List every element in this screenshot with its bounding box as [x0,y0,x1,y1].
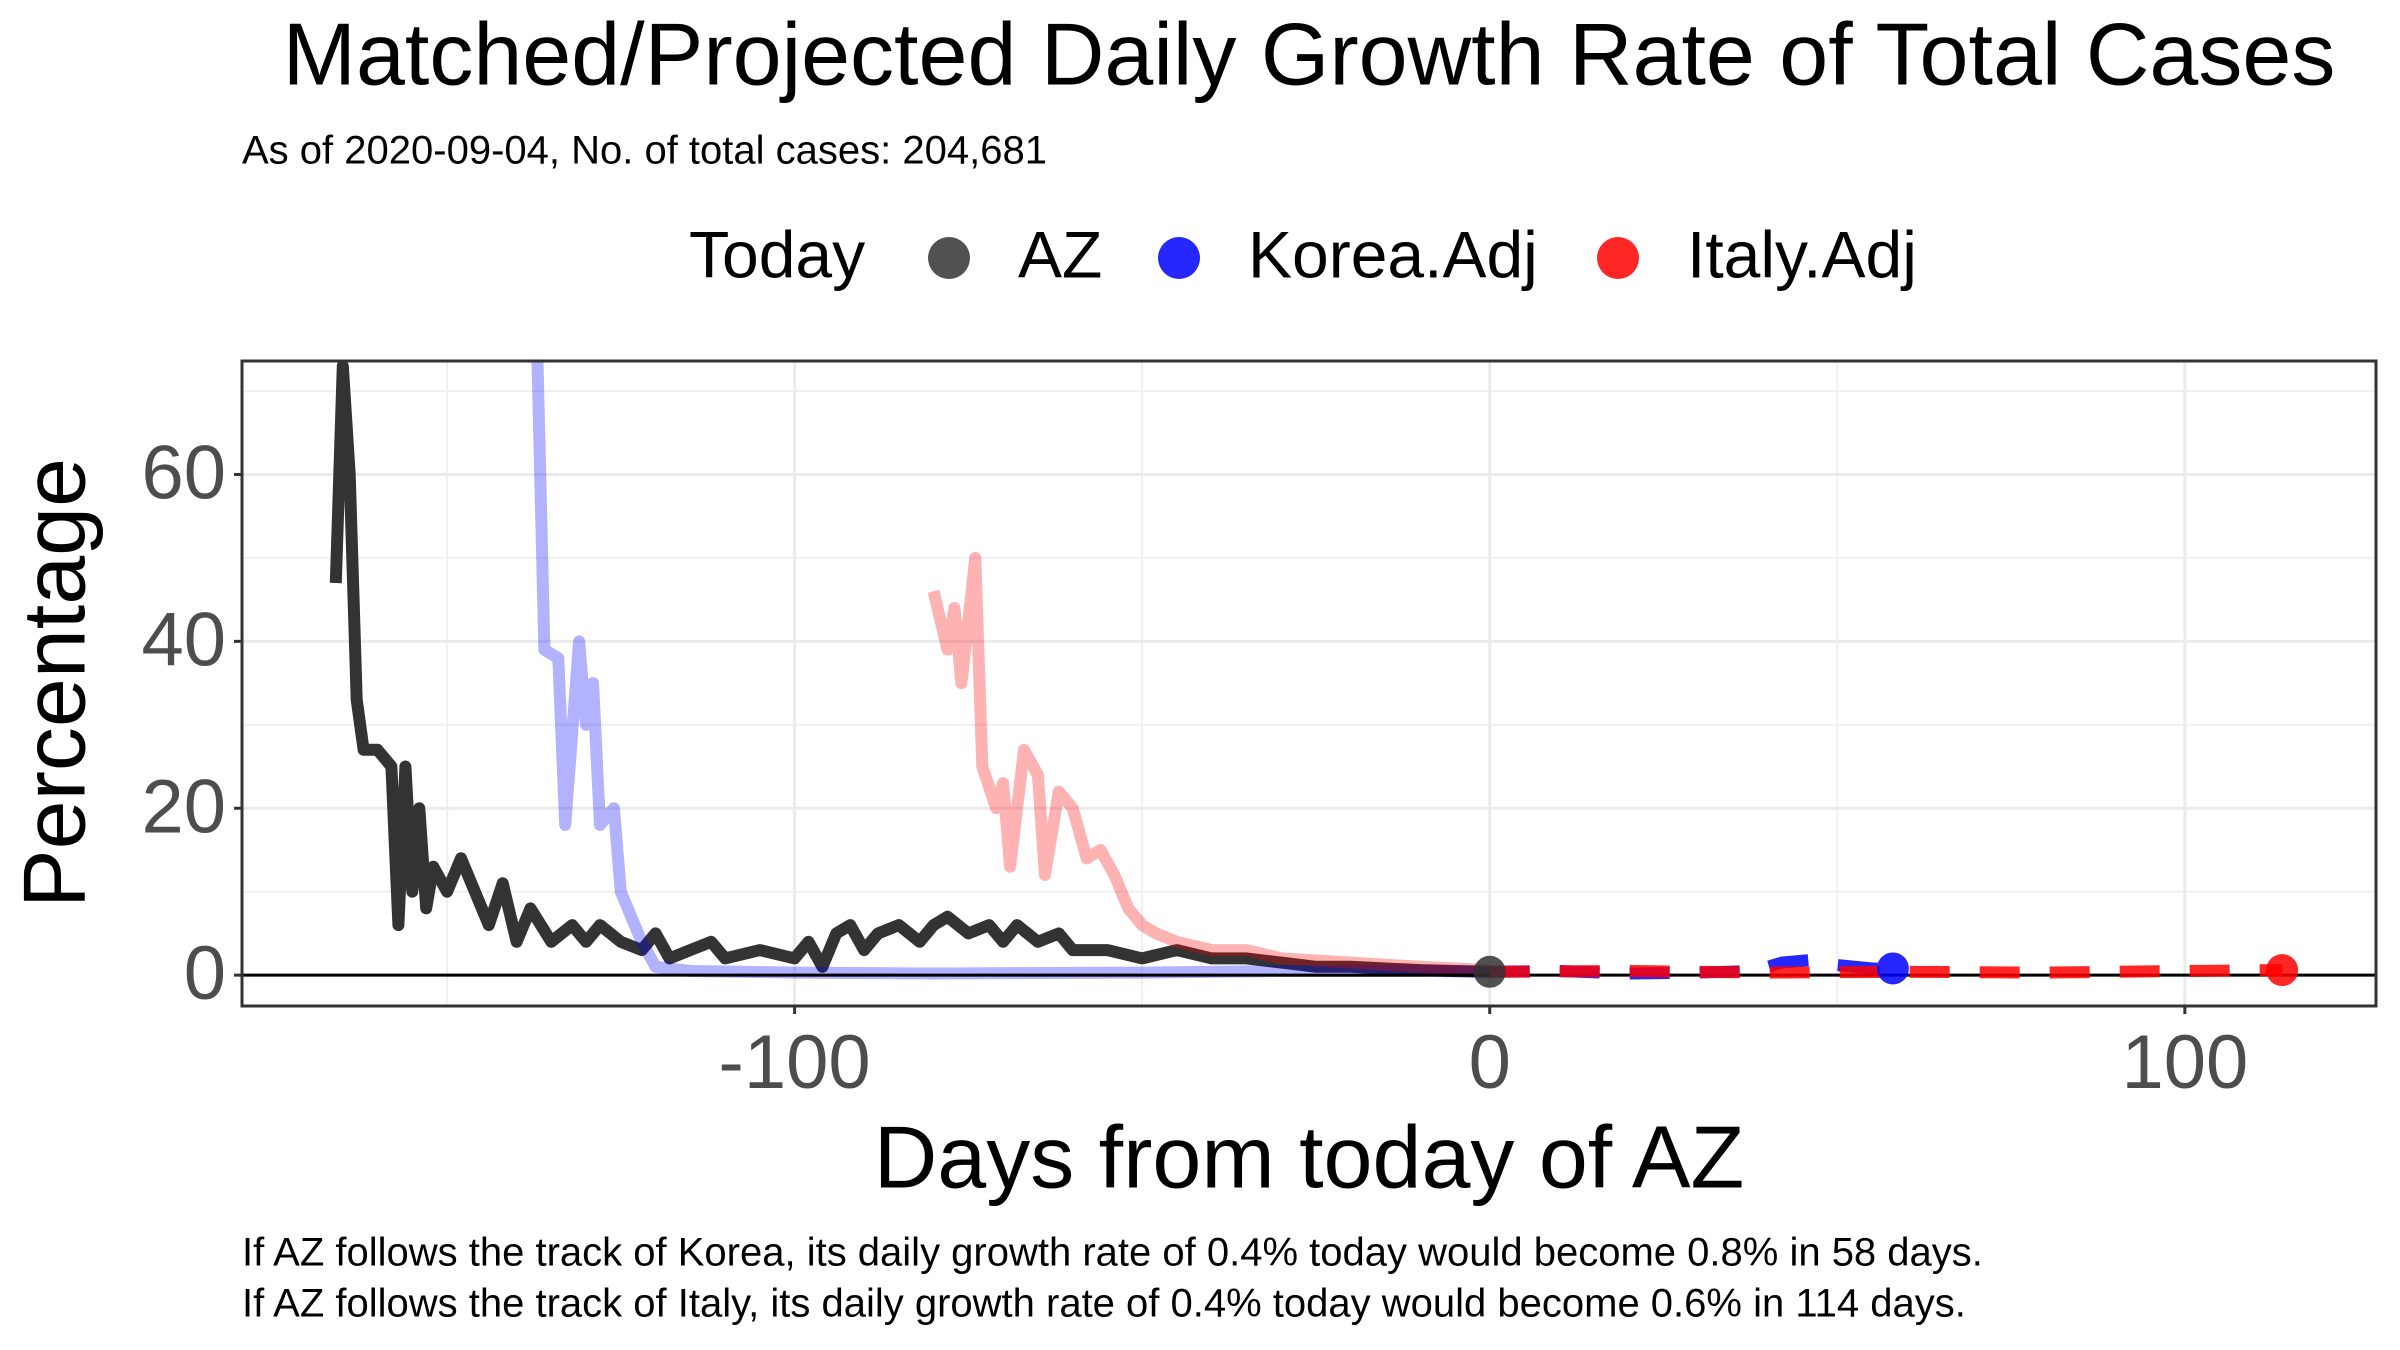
x-tick-label: 100 [2121,1020,2248,1105]
legend-label: Italy.Adj [1687,217,1917,291]
today-marker [2266,954,2299,987]
subtitle: As of 2020-09-04, No. of total cases: 20… [242,129,1047,173]
legend-label: AZ [1018,217,1102,291]
y-axis-title: Percentage [4,458,103,908]
legend-marker [1597,237,1639,279]
plot-border [240,359,2378,1008]
caption: If AZ follows the track of Korea, its da… [242,1231,1983,1275]
legend-title: Today [689,217,865,291]
y-tick-label: 20 [141,764,226,849]
x-axis-title: Days from today of AZ [874,1107,1745,1206]
legend-marker [1158,237,1200,279]
today-marker [1473,955,1506,988]
x-tick-label: 0 [1469,1020,1511,1105]
today-marker [1876,952,1909,985]
x-tick-label: -100 [719,1020,871,1105]
series-line [329,361,1490,978]
chart-title: Matched/Projected Daily Growth Rate of T… [283,4,2336,103]
caption: If AZ follows the track of Italy, its da… [242,1282,1966,1326]
legend-marker [928,237,970,279]
series-line [531,361,1490,980]
plot-area [242,361,2376,988]
y-tick-label: 40 [141,597,226,682]
y-tick-label: 60 [141,431,226,516]
series-line [927,551,1490,977]
y-tick-label: 0 [184,931,226,1016]
legend-label: Korea.Adj [1248,217,1538,291]
